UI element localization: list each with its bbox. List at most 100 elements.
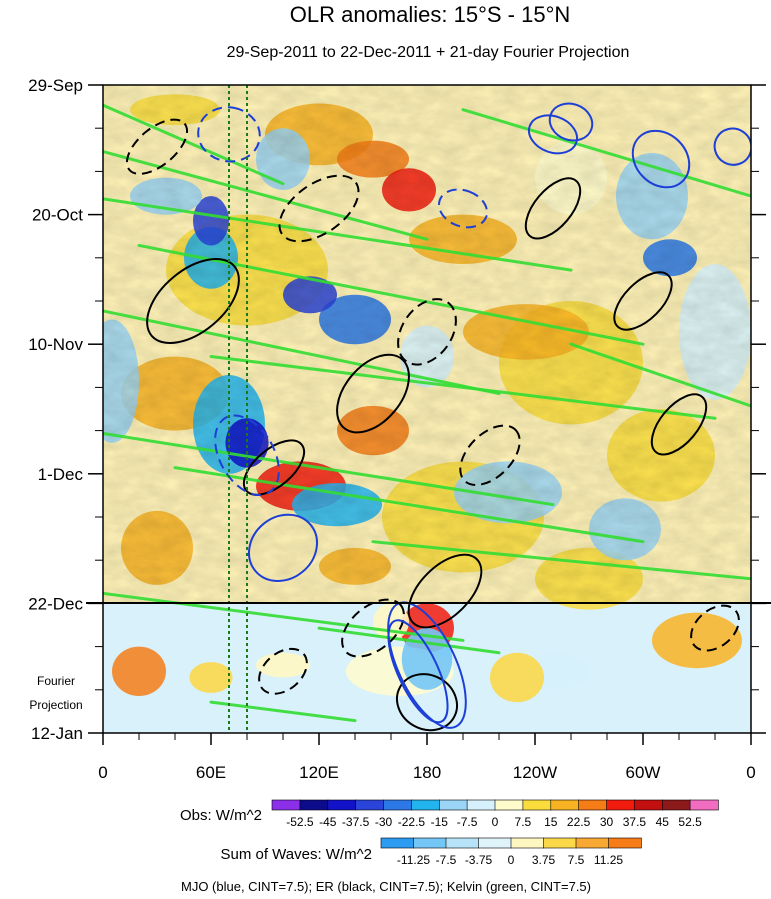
colorbar-level-label: 7.5 (515, 815, 532, 829)
er-contour (459, 424, 521, 486)
mjo-contour (548, 102, 594, 142)
projection-blob (490, 652, 544, 703)
mjo-contour (214, 414, 280, 497)
colorbar-swatch (380, 837, 415, 849)
colorbar-swatch (478, 837, 512, 849)
er-contour (278, 174, 360, 243)
er-contour (336, 353, 410, 434)
x-tick-label: 0 (746, 763, 755, 782)
kelvin-contour (209, 355, 717, 420)
colorbar-level-label: -7.5 (457, 815, 478, 829)
colorbar-level-label: -22.5 (398, 815, 426, 829)
fourier-label: Fourier (37, 674, 75, 688)
er-contour (341, 598, 405, 658)
colorbar-swatch (522, 799, 552, 811)
colorbar-swatch (634, 799, 664, 811)
kelvin-contour (173, 466, 645, 544)
mjo-contour (437, 188, 489, 229)
colorbar-swatch (327, 799, 357, 811)
colorbar-level-label: 7.5 (568, 853, 585, 867)
y-tick-label: 1-Dec (38, 465, 84, 484)
kelvin-contour (103, 150, 429, 241)
mjo-contour (387, 619, 449, 724)
kelvin-contour (103, 309, 501, 396)
er-contour (524, 177, 582, 240)
colorbar-swatch (413, 837, 447, 849)
colorbar-level-label: 45 (656, 815, 670, 829)
colorbar-level-label: 15 (544, 815, 558, 829)
kelvin-contour (371, 540, 751, 581)
mjo-contour (713, 127, 751, 166)
colorbar-swatch (550, 799, 580, 811)
colorbar-swatch (606, 799, 636, 811)
kelvin-contour (461, 108, 751, 198)
colorbar-swatch (494, 799, 524, 811)
er-contour (397, 298, 457, 366)
x-tick-label: 0 (98, 763, 107, 782)
colorbar-level-label: -37.5 (342, 815, 370, 829)
waves-colorbar: -11.25 -7.5 -3.75 0 3.75 7.5 11.25 (380, 837, 642, 867)
colorbar-level-label: 22.5 (567, 815, 591, 829)
colorbar-swatch (661, 799, 691, 811)
x-tick-label: 120E (299, 763, 339, 782)
colorbar-level-label: 0 (508, 853, 515, 867)
contour-note: MJO (blue, CINT=7.5); ER (black, CINT=7.… (181, 879, 591, 894)
kelvin-contour (103, 431, 555, 507)
colorbar-swatch (578, 799, 608, 811)
colorbar-level-label: -52.5 (286, 815, 314, 829)
chart-title: OLR anomalies: 15°S - 15°N (290, 2, 571, 27)
colorbar-swatch (466, 799, 496, 811)
colorbar-swatch (383, 799, 413, 811)
colorbar-swatch (299, 799, 329, 811)
colorbar-level-label: -11.25 (397, 853, 430, 867)
er-contour (407, 553, 483, 629)
colorbar-level-label: 52.5 (678, 815, 702, 829)
waves-legend-label: Sum of Waves: W/m^2 (220, 846, 372, 863)
y-tick-label: 29-Sep (28, 76, 83, 95)
er-contour (650, 393, 708, 456)
kelvin-contour (209, 700, 357, 723)
mjo-contour (248, 513, 318, 582)
er-contour (242, 439, 306, 496)
colorbar-level-label: 11.25 (594, 853, 623, 867)
colorbar-swatch (411, 799, 440, 811)
wave-contours (103, 102, 751, 732)
texture-overlay (103, 85, 751, 603)
colorbar-swatch (689, 799, 719, 811)
y-tick-label: 20-Oct (32, 206, 83, 225)
colorbar-swatch (445, 837, 480, 849)
kelvin-contour (103, 197, 573, 272)
kelvin-contour (317, 626, 501, 655)
colorbar-level-label: -30 (375, 815, 393, 829)
reference-lines (228, 85, 248, 733)
y-tick-label: 10-Nov (28, 335, 83, 354)
anomaly-blob (112, 646, 166, 696)
obs-colorbar: -52.5 -45 -37.5 -30 -22.5 -15 -7.5 0 7.5 15 22.5 30… (271, 799, 719, 829)
x-tick-label: 60E (196, 763, 226, 782)
colorbar-level-label: 3.75 (532, 853, 556, 867)
colorbar-swatch (510, 837, 545, 849)
y-tick-label: 22-Dec (28, 594, 83, 613)
mjo-contour (527, 114, 579, 155)
colorbar-level-label: -7.5 (436, 853, 457, 867)
plot-area (103, 85, 751, 733)
er-contour (613, 271, 673, 331)
colorbar-level-label: -45 (319, 815, 337, 829)
projection-blob (189, 662, 233, 693)
er-contour (258, 647, 308, 695)
er-contour (396, 673, 458, 732)
er-contour (690, 604, 740, 652)
colorbar-level-label: 37.5 (623, 815, 647, 829)
colorbar-level-label: -3.75 (465, 853, 493, 867)
colorbar-level-label: -15 (431, 815, 449, 829)
colorbar-swatch (575, 837, 610, 849)
kelvin-contour (103, 591, 465, 642)
colorbar-swatch (543, 837, 577, 849)
x-tick-label: 60W (626, 763, 661, 782)
obs-legend-label: Obs: W/m^2 (180, 807, 262, 824)
anomaly-blob (652, 612, 742, 669)
chart-subtitle: 29-Sep-2011 to 22-Dec-2011 + 21-day Four… (227, 44, 630, 61)
mjo-contour (631, 129, 691, 189)
er-contour (146, 257, 240, 345)
